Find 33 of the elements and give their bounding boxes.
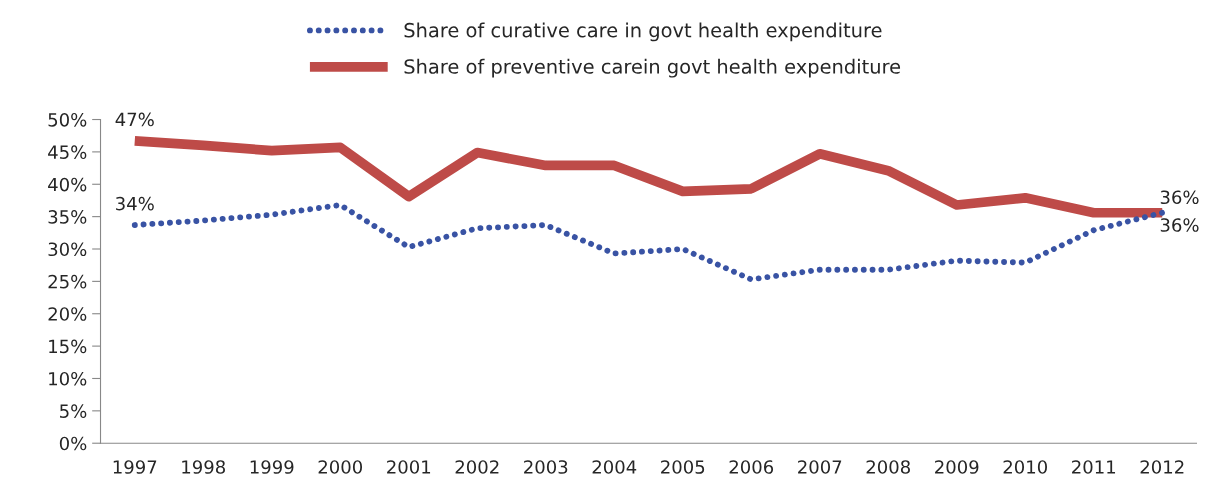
x-tick-label: 1997 bbox=[113, 460, 157, 474]
x-tick-label: 2002 bbox=[455, 460, 499, 474]
y-tick-label: 30% bbox=[48, 242, 87, 257]
x-tick-label: 2008 bbox=[866, 460, 910, 474]
legend-label: Share of preventive carein govt health expenditure bbox=[404, 58, 901, 78]
y-tick-label: 35% bbox=[48, 210, 87, 224]
x-tick-label: 2006 bbox=[729, 460, 774, 474]
x-tick-label: 2010 bbox=[1003, 460, 1047, 474]
x-tick-label: 2005 bbox=[661, 460, 705, 474]
x-tick-label: 2000 bbox=[318, 460, 363, 474]
x-tick-label: 2001 bbox=[387, 460, 431, 474]
x-tick-label: 1999 bbox=[250, 460, 294, 474]
data-label: 34% bbox=[116, 196, 154, 211]
x-tick-label: 2009 bbox=[935, 460, 979, 474]
y-tick-label: 15% bbox=[49, 339, 87, 354]
y-tick-label: 25% bbox=[48, 274, 87, 289]
y-tick-label: 20% bbox=[48, 307, 87, 321]
y-tick-label: 10% bbox=[49, 371, 87, 386]
x-tick-label: 2003 bbox=[524, 460, 568, 474]
legend-label: Share of curative care in govt health expenditure bbox=[404, 22, 882, 42]
y-tick-label: 0% bbox=[59, 436, 87, 451]
y-tick-label: 5% bbox=[60, 404, 87, 418]
data-label: 47% bbox=[115, 112, 154, 127]
y-tick-label: 50% bbox=[48, 112, 87, 127]
x-tick-label: 2012 bbox=[1140, 460, 1184, 474]
y-tick-label: 45% bbox=[48, 145, 87, 160]
x-tick-label: 2007 bbox=[798, 460, 842, 474]
y-tick-label: 40% bbox=[48, 177, 87, 192]
x-tick-label: 1998 bbox=[182, 460, 225, 474]
x-tick-label: 2011 bbox=[1072, 460, 1116, 474]
data-label: 36% bbox=[1160, 190, 1199, 205]
data-label: 36% bbox=[1160, 218, 1199, 232]
x-tick-label: 2004 bbox=[592, 460, 637, 474]
